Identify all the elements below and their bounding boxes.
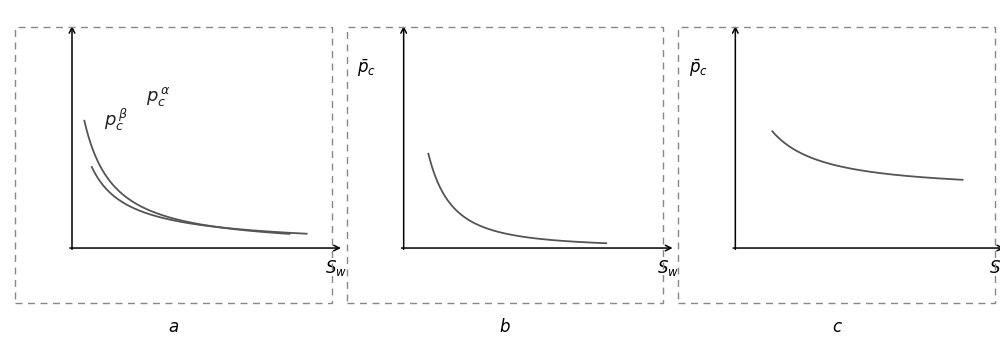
Text: c: c [832,318,841,336]
Text: a: a [168,318,178,336]
Text: $S_w$: $S_w$ [989,258,1000,278]
Text: b: b [500,318,510,336]
Text: $S_w$: $S_w$ [325,258,347,278]
Text: $\bar{p}_c$: $\bar{p}_c$ [689,57,708,79]
Text: $S_w$: $S_w$ [657,258,679,278]
Text: $p_c^{\,\alpha}$: $p_c^{\,\alpha}$ [146,85,171,108]
Text: $\bar{p}_c$: $\bar{p}_c$ [357,57,376,79]
Text: $p_c^{\,\beta}$: $p_c^{\,\beta}$ [104,106,128,132]
